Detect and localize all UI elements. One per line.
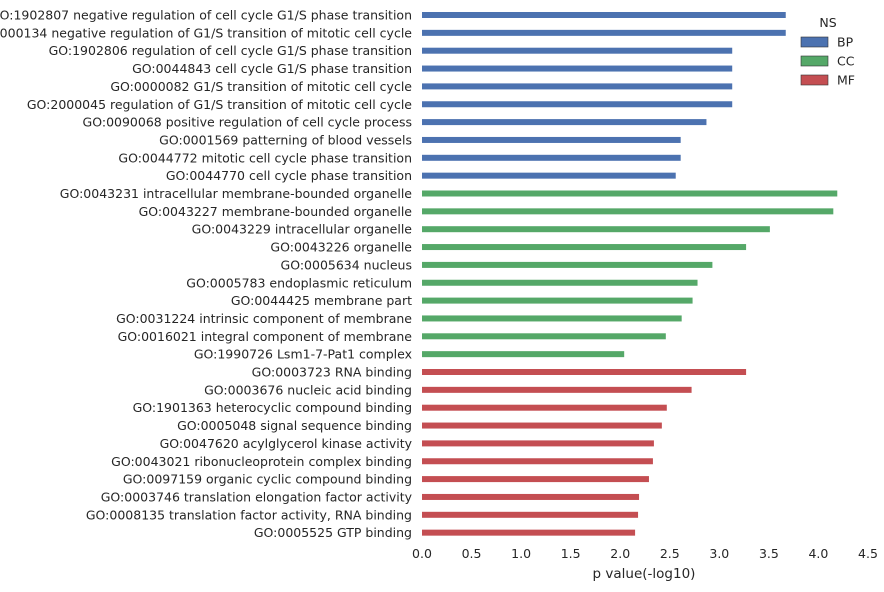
legend: NS BP CC MF xyxy=(800,15,855,88)
legend-swatch xyxy=(800,74,829,86)
y-tick-label: GO:0043021 ribonucleoprotein complex bin… xyxy=(111,454,412,469)
bar xyxy=(422,440,654,447)
legend-label: BP xyxy=(837,35,854,50)
y-tick-label: GO:0005048 signal sequence binding xyxy=(177,418,412,433)
y-tick-label: GO:0097159 organic cyclic compound bindi… xyxy=(123,472,412,487)
bar xyxy=(422,154,681,161)
legend-title: NS xyxy=(819,15,836,30)
bar xyxy=(422,244,747,251)
y-tick-label: GO:0044425 membrane part xyxy=(231,293,412,308)
bar xyxy=(422,351,625,358)
bar xyxy=(422,136,681,143)
bar xyxy=(422,83,733,90)
y-tick-label: GO:0044843 cell cycle G1/S phase transit… xyxy=(132,61,412,76)
y-tick-label: GO:0005783 endoplasmic reticulum xyxy=(186,275,412,290)
y-tick-label: GO:0044772 mitotic cell cycle phase tran… xyxy=(118,150,412,165)
y-tick-label: GO:0001569 patterning of blood vessels xyxy=(159,132,412,147)
bar xyxy=(422,226,770,233)
y-tick-label: GO:1901363 heterocyclic compound binding xyxy=(133,400,412,415)
bar xyxy=(422,29,786,36)
y-tick-label: GO:0043227 membrane-bounded organelle xyxy=(139,204,413,219)
y-tick-label: GO:0043231 intracellular membrane-bounde… xyxy=(60,186,413,201)
bar xyxy=(422,386,692,393)
x-tick-label: 2.5 xyxy=(660,546,680,561)
y-tick-label: GO:2000134 negative regulation of G1/S t… xyxy=(0,25,412,40)
bar xyxy=(422,333,666,340)
bar xyxy=(422,297,693,304)
bar xyxy=(422,208,834,215)
legend-label: CC xyxy=(837,54,855,69)
bar xyxy=(422,458,653,465)
x-tick-label: 3.5 xyxy=(759,546,779,561)
legend-label: MF xyxy=(837,73,855,88)
x-axis-label: p value(-log10) xyxy=(593,566,696,582)
bar xyxy=(422,190,838,197)
x-tick-label: 4.0 xyxy=(808,546,828,561)
x-tick-label: 1.0 xyxy=(511,546,531,561)
y-tick-label: GO:0005634 nucleus xyxy=(281,257,412,272)
x-tick-label: 2.0 xyxy=(610,546,630,561)
bar xyxy=(422,12,786,18)
bar xyxy=(422,529,636,536)
bar xyxy=(422,101,733,108)
bar xyxy=(422,47,733,54)
y-tick-label: GO:1902806 regulation of cell cycle G1/S… xyxy=(49,43,412,58)
y-tick-label: GO:0043226 organelle xyxy=(270,240,412,255)
bars-group xyxy=(422,12,838,536)
bar xyxy=(422,261,713,268)
x-tick-labels: 0.0 0.5 1.0 1.5 2.0 2.5 3.0 3.5 4.0 4.5 xyxy=(412,546,878,561)
bar xyxy=(422,476,649,483)
x-tick-label: 0.0 xyxy=(412,546,432,561)
y-tick-label: GO:0003746 translation elongation factor… xyxy=(101,489,413,504)
bar xyxy=(422,511,639,518)
x-tick-label: 4.5 xyxy=(858,546,878,561)
x-tick-label: 0.5 xyxy=(462,546,482,561)
y-tick-label: GO:0016021 integral component of membran… xyxy=(118,329,413,344)
bar xyxy=(422,404,667,411)
bar xyxy=(422,422,662,429)
y-tick-label: GO:2000045 regulation of G1/S transition… xyxy=(27,97,412,112)
bar xyxy=(422,279,698,286)
y-tick-labels: GO:1902807 negative regulation of cell c… xyxy=(0,8,413,541)
bar xyxy=(422,172,676,179)
y-tick-label: GO:0000082 G1/S transition of mitotic ce… xyxy=(110,79,412,94)
x-tick-label: 1.5 xyxy=(561,546,581,561)
bar xyxy=(422,369,747,375)
y-tick-label: GO:0047620 acylglycerol kinase activity xyxy=(160,436,413,451)
y-tick-label: GO:0008135 translation factor activity, … xyxy=(86,507,412,522)
y-tick-label: GO:0031224 intrinsic component of membra… xyxy=(116,311,412,326)
y-tick-label: GO:0003676 nucleic acid binding xyxy=(204,382,412,397)
legend-swatch xyxy=(800,55,829,67)
x-tick-label: 3.0 xyxy=(709,546,729,561)
y-tick-label: GO:0044770 cell cycle phase transition xyxy=(166,168,412,183)
bar xyxy=(422,119,707,126)
legend-swatch xyxy=(800,36,829,48)
y-tick-label: GO:1990726 Lsm1-7-Pat1 complex xyxy=(194,347,412,362)
y-tick-label: GO:0090068 positive regulation of cell c… xyxy=(83,115,412,130)
y-tick-label: GO:0003723 RNA binding xyxy=(252,365,412,380)
bar xyxy=(422,493,640,500)
y-tick-label: GO:1902807 negative regulation of cell c… xyxy=(0,8,412,23)
bar xyxy=(422,65,733,72)
bar xyxy=(422,315,682,322)
y-tick-label: GO:0043229 intracellular organelle xyxy=(192,222,413,237)
y-tick-label: GO:0005525 GTP binding xyxy=(254,525,412,540)
